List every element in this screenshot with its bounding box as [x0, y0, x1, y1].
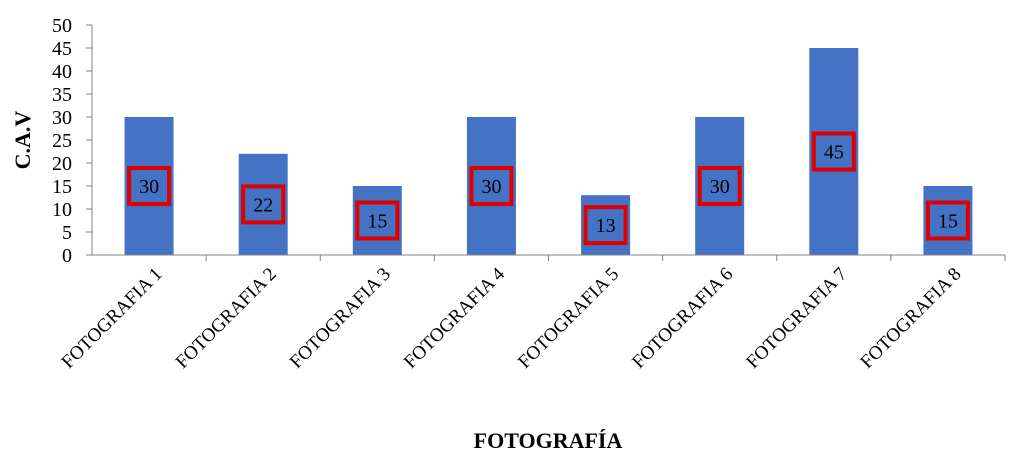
y-tick-label: 35	[52, 84, 72, 106]
x-tick-label: FOTOGRAFIA 5	[514, 264, 623, 373]
y-tick-label: 5	[62, 222, 72, 244]
data-label: 13	[596, 215, 616, 237]
bar	[695, 117, 745, 255]
data-label: 15	[938, 211, 958, 233]
y-axis-title: C.A.V	[10, 111, 35, 170]
x-tick-label: FOTOGRAFIA 1	[58, 264, 167, 373]
data-label: 30	[710, 176, 730, 198]
axes-layer	[91, 25, 1005, 256]
y-tick-label: 50	[52, 15, 72, 37]
data-label: 15	[367, 211, 387, 233]
data-labels: 30 22 15 30 13 30 45 15	[127, 131, 970, 246]
x-tick-label: FOTOGRAFIA 3	[286, 264, 395, 373]
bar	[809, 48, 859, 255]
bar	[124, 117, 174, 255]
y-tick-label: 40	[52, 61, 72, 83]
y-tick-label: 15	[52, 176, 72, 198]
data-label: 45	[824, 142, 844, 164]
data-label: 30	[481, 176, 501, 198]
data-label-box	[469, 166, 514, 206]
bar	[352, 186, 402, 255]
y-tick-label: 10	[52, 199, 72, 221]
x-tick-label: FOTOGRAFIA 8	[856, 264, 965, 373]
data-label-box	[127, 166, 172, 206]
data-label: 22	[253, 194, 273, 216]
y-tick-label: 0	[62, 245, 72, 267]
bar	[238, 153, 288, 255]
y-tick-label: 30	[52, 107, 72, 129]
x-tick-labels: FOTOGRAFIA 1 FOTOGRAFIA 2 FOTOGRAFIA 3 FOTO…	[58, 255, 1006, 373]
bar	[466, 117, 516, 255]
data-label-box	[811, 131, 856, 172]
x-tick-label: FOTOGRAFIA 2	[172, 264, 281, 373]
x-tick-label: FOTOGRAFIA 7	[742, 264, 851, 373]
y-tick-label: 20	[52, 153, 72, 175]
data-label-box	[697, 166, 742, 206]
x-tick-label: FOTOGRAFIA 4	[400, 263, 509, 372]
data-label-box	[241, 184, 286, 225]
y-tick-label: 25	[52, 130, 72, 152]
data-label-box	[583, 205, 628, 246]
y-tick-label: 45	[52, 38, 72, 60]
x-axis-title: FOTOGRAFÍA	[474, 428, 623, 453]
data-label-box	[355, 200, 400, 241]
x-tick-label: FOTOGRAFIA 6	[628, 264, 737, 373]
bar	[923, 186, 973, 255]
data-label-box	[925, 200, 970, 241]
data-label: 30	[139, 176, 159, 198]
